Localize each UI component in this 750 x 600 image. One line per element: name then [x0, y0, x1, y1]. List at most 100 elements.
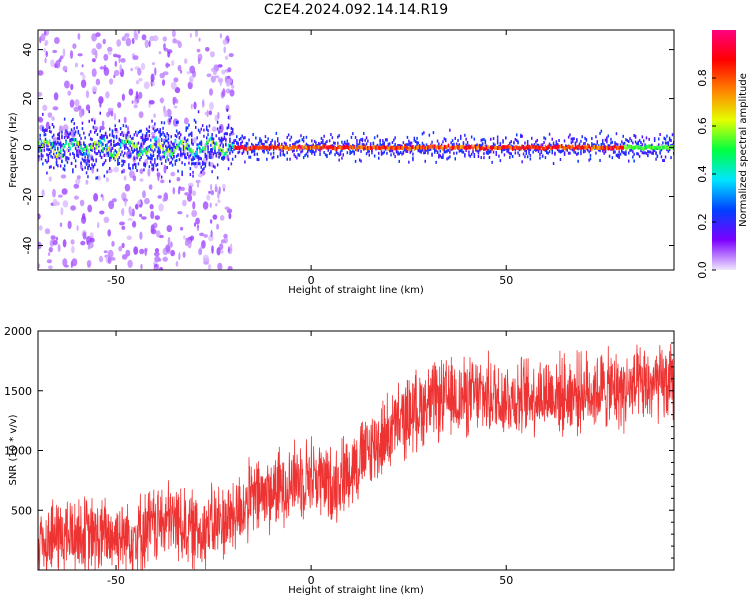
- spectrogram-band-cell: [197, 110, 200, 114]
- spectrogram-band-cell: [326, 155, 328, 159]
- spectrogram-band-cell: [150, 160, 152, 164]
- spectrogram-band-cell: [73, 132, 75, 136]
- spectrogram-band-cell: [44, 128, 47, 132]
- spectrogram-band-cell: [270, 141, 272, 144]
- spectrogram-ridge-cell: [404, 144, 406, 149]
- spectrogram-band-cell: [442, 155, 444, 159]
- spectrogram-noise-speckle: [133, 30, 137, 39]
- spectrogram-ridge-cell: [425, 145, 428, 150]
- spectrogram-ridge-cell: [375, 145, 377, 150]
- spectrogram-band-cell: [428, 148, 431, 152]
- spectrogram-noise-speckle: [180, 70, 183, 74]
- spectrogram-ridge-cell: [632, 146, 634, 150]
- spectrogram-ridge-cell: [628, 144, 630, 149]
- spectrogram-noise-speckle: [38, 263, 41, 269]
- spectrogram-band-cell: [666, 141, 668, 145]
- spectrogram-band-cell: [57, 136, 59, 140]
- spectrogram-ridge-cell: [419, 145, 421, 150]
- spectrogram-noise-speckle: [132, 175, 137, 182]
- spectrogram-band-cell: [130, 137, 133, 141]
- spectrogram-band-cell: [379, 138, 381, 142]
- spectrogram-noise-speckle: [201, 100, 205, 108]
- spectrogram-band-cell: [348, 142, 350, 146]
- spectrogram-ridge-cell: [505, 145, 507, 150]
- spectrogram-band-cell: [139, 146, 141, 150]
- spectrogram-band-cell: [74, 159, 77, 163]
- spectrogram-noise-speckle: [173, 105, 178, 109]
- spectrogram-noise-speckle: [86, 260, 92, 267]
- spectrogram-noise-speckle: [44, 57, 47, 64]
- spectrogram-band-cell: [119, 127, 122, 131]
- spectrogram-band-cell: [595, 135, 597, 139]
- spectrogram-ridge-cell: [410, 145, 413, 150]
- spectrogram-band-cell: [46, 160, 48, 164]
- spectrogram-ridge-cell: [630, 145, 633, 149]
- spectrogram-noise-speckle: [154, 215, 160, 221]
- spectrogram-noise-speckle: [38, 117, 44, 123]
- spectrogram-ridge-cell: [541, 146, 544, 151]
- spectrogram-band-cell: [663, 159, 665, 162]
- spectrogram-ridge-cell: [595, 145, 597, 150]
- spectrogram-band-cell: [129, 144, 131, 148]
- spectrogram-ridge-cell: [546, 146, 548, 151]
- spectrogram-band-cell: [349, 149, 351, 153]
- spectrogram-band-cell: [150, 153, 152, 157]
- spectrogram-band-cell: [610, 141, 612, 145]
- spectrogram-band-cell: [69, 138, 71, 142]
- spectrogram-band-cell: [260, 141, 263, 145]
- spectrogram-band-cell: [667, 143, 670, 147]
- spectrogram-band-cell: [369, 142, 372, 146]
- spectrogram-ridge-cell: [180, 139, 182, 144]
- spectrogram-band-cell: [330, 150, 332, 154]
- spectrogram-ridge-cell: [363, 146, 365, 151]
- spectrogram-ridge-cell: [641, 146, 644, 151]
- spectrogram-ridge-cell: [125, 139, 127, 144]
- spectrogram-band-cell: [354, 136, 357, 139]
- spectrogram-band-cell: [662, 159, 664, 162]
- spectrogram-band-cell: [199, 162, 201, 166]
- spectrogram-band-cell: [525, 149, 527, 153]
- spectrogram-ridge-cell: [87, 148, 89, 153]
- spectrogram-band-cell: [53, 166, 55, 170]
- spectrogram-ridge-cell: [492, 144, 495, 149]
- spectrogram-band-cell: [167, 137, 170, 141]
- spectrogram-band-cell: [144, 136, 146, 140]
- spectrogram-band-cell: [230, 145, 233, 149]
- spectrogram-ridge-cell: [91, 144, 93, 149]
- spectrogram-ridge-cell: [130, 139, 133, 144]
- spectrogram-band-cell: [319, 149, 321, 153]
- spectrogram-band-cell: [439, 149, 441, 153]
- spectrogram-band-cell: [206, 157, 208, 161]
- spectrogram-band-cell: [521, 160, 523, 164]
- spectrogram-band-cell: [281, 142, 283, 146]
- spectrogram-ridge-cell: [207, 139, 209, 144]
- spectrogram-band-cell: [477, 151, 480, 155]
- spectrogram-band-cell: [118, 143, 121, 146]
- spectrogram-band-cell: [119, 153, 122, 157]
- spectrogram-band-cell: [637, 142, 639, 146]
- spectrogram-ridge-cell: [287, 146, 290, 151]
- spectrogram-band-cell: [640, 141, 642, 144]
- spectrogram-band-cell: [302, 139, 305, 143]
- spectrogram-band-cell: [450, 141, 452, 145]
- spectrogram-ridge-cell: [637, 145, 640, 150]
- spectrogram-band-cell: [242, 150, 245, 154]
- spectrogram-band-cell: [84, 155, 86, 159]
- spectrogram-band-cell: [271, 138, 273, 142]
- spectrogram-band-cell: [173, 142, 175, 146]
- spectrogram-band-cell: [61, 136, 63, 140]
- spectrogram-ridge-cell: [313, 145, 316, 150]
- spectrogram-band-cell: [307, 154, 309, 158]
- spectrogram-band-cell: [608, 154, 611, 158]
- spectrogram-band-cell: [628, 140, 630, 143]
- spectrogram-band-cell: [424, 151, 426, 154]
- spectrogram-band-cell: [222, 143, 224, 147]
- spectrogram-noise-speckle: [46, 259, 53, 264]
- spectrogram-band-cell: [311, 148, 313, 152]
- spectrogram-ridge-cell: [337, 145, 339, 150]
- spectrogram-band-cell: [531, 143, 533, 147]
- spectrogram-ridge-cell: [435, 145, 437, 150]
- spectrogram-band-cell: [199, 130, 201, 134]
- spectrogram-noise-speckle: [211, 126, 217, 132]
- spectrogram-ridge-cell: [327, 145, 330, 150]
